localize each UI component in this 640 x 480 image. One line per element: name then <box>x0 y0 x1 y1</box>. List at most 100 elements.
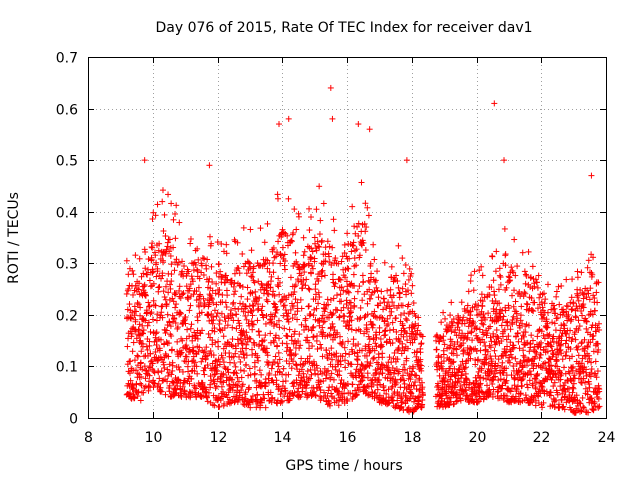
data-point <box>230 283 237 290</box>
data-point <box>311 255 318 262</box>
data-point <box>348 248 355 255</box>
data-point <box>288 238 295 245</box>
data-point <box>145 256 152 263</box>
data-point <box>216 403 223 410</box>
data-point <box>251 370 258 377</box>
data-point <box>251 279 258 286</box>
data-point <box>219 354 226 361</box>
data-point <box>164 366 171 373</box>
data-point <box>279 244 286 251</box>
data-point <box>579 394 586 401</box>
data-point <box>201 348 208 355</box>
data-point <box>223 343 230 350</box>
data-point <box>306 227 313 234</box>
data-point <box>124 343 131 350</box>
data-point <box>215 338 222 345</box>
data-point <box>275 238 282 245</box>
data-point <box>156 347 163 354</box>
data-point <box>300 234 307 241</box>
data-point <box>317 341 324 348</box>
data-point <box>285 316 292 323</box>
data-point <box>292 311 299 318</box>
data-point <box>200 295 207 302</box>
data-point <box>274 249 281 256</box>
data-point <box>327 297 334 304</box>
data-point <box>272 309 279 316</box>
data-point <box>350 271 357 278</box>
data-point <box>148 256 155 263</box>
data-point <box>542 296 549 303</box>
data-point <box>377 336 384 343</box>
data-point <box>490 277 497 284</box>
data-point <box>152 252 159 259</box>
data-point <box>150 280 157 287</box>
data-point <box>293 362 300 369</box>
data-point <box>280 303 287 310</box>
data-point <box>318 237 325 244</box>
data-point <box>211 328 218 335</box>
data-point <box>232 345 239 352</box>
data-point <box>275 275 282 282</box>
data-point <box>468 272 475 279</box>
data-point <box>125 335 132 342</box>
data-point <box>247 226 254 233</box>
data-point <box>349 381 356 388</box>
data-point <box>151 380 158 387</box>
data-point <box>474 398 481 405</box>
data-point <box>125 271 132 278</box>
data-point <box>226 400 233 407</box>
data-point <box>217 268 224 275</box>
data-point <box>273 306 280 313</box>
data-point <box>563 276 570 283</box>
data-point <box>188 321 195 328</box>
data-point <box>285 292 292 299</box>
data-point <box>495 377 502 384</box>
data-point <box>244 338 251 345</box>
data-point <box>282 378 289 385</box>
data-point <box>152 212 159 219</box>
data-point <box>139 322 146 329</box>
data-point <box>197 291 204 298</box>
data-point <box>176 366 183 373</box>
data-point <box>312 281 319 288</box>
data-point <box>232 398 239 405</box>
data-point <box>166 248 173 255</box>
data-point <box>179 368 186 375</box>
data-point <box>258 371 265 378</box>
data-point <box>195 284 202 291</box>
data-point <box>293 226 300 233</box>
data-point <box>324 355 331 362</box>
data-point <box>200 349 207 356</box>
data-point <box>531 299 538 306</box>
data-point <box>275 385 282 392</box>
data-point <box>152 302 159 309</box>
data-point <box>298 305 305 312</box>
data-point <box>590 348 597 355</box>
data-point <box>170 216 177 223</box>
data-point <box>233 370 240 377</box>
data-point <box>188 375 195 382</box>
data-point <box>246 260 253 267</box>
data-point <box>189 278 196 285</box>
data-point <box>267 284 274 291</box>
data-point <box>553 293 560 300</box>
data-point <box>209 337 216 344</box>
data-point <box>243 352 250 359</box>
data-point <box>169 295 176 302</box>
data-point <box>231 305 238 312</box>
data-point <box>498 322 505 329</box>
data-point <box>220 388 227 395</box>
data-point <box>229 387 236 394</box>
data-point <box>198 269 205 276</box>
data-point <box>228 307 235 314</box>
data-point <box>144 346 151 353</box>
data-point <box>218 352 225 359</box>
data-point <box>270 244 277 251</box>
data-point <box>250 321 257 328</box>
data-point <box>129 348 136 355</box>
data-point <box>194 245 201 252</box>
data-point <box>241 367 248 374</box>
data-point <box>160 288 167 295</box>
data-point <box>175 259 182 266</box>
data-point <box>260 314 267 321</box>
